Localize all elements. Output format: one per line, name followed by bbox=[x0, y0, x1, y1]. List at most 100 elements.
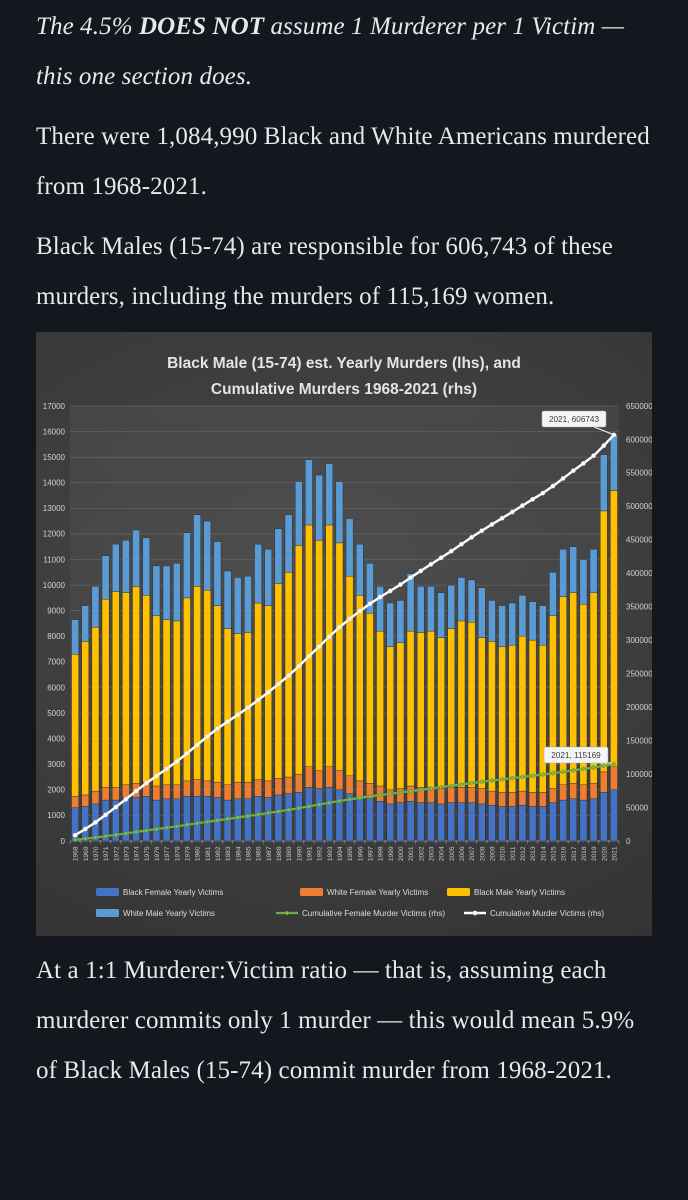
svg-text:2013: 2013 bbox=[530, 846, 537, 861]
svg-text:1974: 1974 bbox=[134, 846, 141, 861]
svg-text:7000: 7000 bbox=[47, 658, 65, 667]
svg-text:1996: 1996 bbox=[357, 846, 364, 861]
svg-text:2000: 2000 bbox=[398, 846, 405, 861]
chart-figure[interactable]: Black Male (15-74) est. Yearly Murders (… bbox=[36, 332, 652, 936]
svg-text:White Male Yearly Victims: White Male Yearly Victims bbox=[123, 909, 215, 918]
svg-text:2004: 2004 bbox=[439, 846, 446, 861]
svg-text:1993: 1993 bbox=[327, 846, 334, 861]
svg-text:1987: 1987 bbox=[266, 846, 273, 861]
svg-text:2001: 2001 bbox=[408, 846, 415, 861]
svg-text:1981: 1981 bbox=[205, 846, 212, 861]
svg-text:1979: 1979 bbox=[185, 846, 192, 861]
svg-text:0: 0 bbox=[626, 837, 631, 846]
svg-text:300000: 300000 bbox=[626, 636, 652, 645]
svg-text:2006: 2006 bbox=[459, 846, 466, 861]
yearly-cumulative-murders-chart: Black Male (15-74) est. Yearly Murders (… bbox=[36, 332, 652, 936]
svg-text:16000: 16000 bbox=[43, 427, 66, 436]
svg-text:6000: 6000 bbox=[47, 683, 65, 692]
svg-text:4000: 4000 bbox=[47, 734, 65, 743]
svg-text:600000: 600000 bbox=[626, 435, 652, 444]
svg-text:1970: 1970 bbox=[93, 846, 100, 861]
svg-text:2012: 2012 bbox=[520, 846, 527, 861]
svg-text:2018: 2018 bbox=[581, 846, 588, 861]
svg-text:1988: 1988 bbox=[276, 846, 283, 861]
svg-text:2020: 2020 bbox=[601, 846, 608, 861]
svg-text:1997: 1997 bbox=[368, 846, 375, 861]
svg-text:Cumulative Murders 1968-2021 (: Cumulative Murders 1968-2021 (rhs) bbox=[211, 381, 477, 398]
svg-text:1992: 1992 bbox=[317, 846, 324, 861]
svg-text:Black Male (15-74) est. Yearly: Black Male (15-74) est. Yearly Murders (… bbox=[167, 355, 521, 372]
svg-text:1982: 1982 bbox=[215, 846, 222, 861]
svg-text:100000: 100000 bbox=[626, 770, 652, 779]
paragraph-emphasis-bold: DOES NOT bbox=[138, 13, 265, 40]
svg-text:1986: 1986 bbox=[256, 846, 263, 861]
svg-text:Cumulative Murder Victims (rhs: Cumulative Murder Victims (rhs) bbox=[490, 909, 604, 918]
svg-text:2009: 2009 bbox=[490, 846, 497, 861]
svg-text:200000: 200000 bbox=[626, 703, 652, 712]
svg-text:1994: 1994 bbox=[337, 846, 344, 861]
paragraph-emphasis-post: assume 1 Murderer per 1 Victim — this on… bbox=[36, 13, 625, 90]
svg-text:2016: 2016 bbox=[561, 846, 568, 861]
svg-text:14000: 14000 bbox=[43, 479, 66, 488]
svg-text:2010: 2010 bbox=[500, 846, 507, 861]
paragraph-emphasis: The 4.5% DOES NOT assume 1 Murderer per … bbox=[36, 2, 652, 102]
svg-text:Black Female Yearly Victims: Black Female Yearly Victims bbox=[123, 888, 223, 897]
svg-text:400000: 400000 bbox=[626, 569, 652, 578]
article-body: The 4.5% DOES NOT assume 1 Murderer per … bbox=[36, 2, 652, 1084]
svg-text:2017: 2017 bbox=[571, 846, 578, 861]
svg-text:1991: 1991 bbox=[307, 846, 314, 861]
svg-text:2021, 115169: 2021, 115169 bbox=[551, 751, 601, 760]
svg-text:2000: 2000 bbox=[47, 786, 65, 795]
svg-text:8000: 8000 bbox=[47, 632, 65, 641]
svg-text:5000: 5000 bbox=[47, 709, 65, 718]
svg-text:1989: 1989 bbox=[286, 846, 293, 861]
svg-text:650000: 650000 bbox=[626, 402, 652, 411]
svg-text:9000: 9000 bbox=[47, 607, 65, 616]
paragraph-total-murdered: There were 1,084,990 Black and White Ame… bbox=[36, 123, 650, 200]
svg-text:3000: 3000 bbox=[47, 760, 65, 769]
svg-text:1978: 1978 bbox=[174, 846, 181, 861]
svg-text:1980: 1980 bbox=[195, 846, 202, 861]
svg-text:450000: 450000 bbox=[626, 536, 652, 545]
svg-text:2007: 2007 bbox=[469, 846, 476, 861]
svg-text:1998: 1998 bbox=[378, 846, 385, 861]
svg-text:2011: 2011 bbox=[510, 846, 517, 861]
svg-text:2015: 2015 bbox=[551, 846, 558, 861]
svg-text:1999: 1999 bbox=[388, 846, 395, 861]
paragraph-ratio-conclusion: At a 1:1 Murderer:Victim ratio — that is… bbox=[36, 957, 635, 1084]
svg-text:2014: 2014 bbox=[540, 846, 547, 861]
svg-text:1968: 1968 bbox=[73, 846, 80, 861]
svg-text:550000: 550000 bbox=[626, 469, 652, 478]
svg-text:Cumulative Female Murder Victi: Cumulative Female Murder Victims (rhs) bbox=[302, 909, 445, 918]
svg-text:1972: 1972 bbox=[113, 846, 120, 861]
svg-text:11000: 11000 bbox=[43, 555, 65, 564]
svg-text:1983: 1983 bbox=[225, 846, 232, 861]
svg-text:150000: 150000 bbox=[626, 736, 652, 745]
svg-text:2021, 606743: 2021, 606743 bbox=[549, 415, 600, 424]
svg-text:1985: 1985 bbox=[246, 846, 253, 861]
svg-text:500000: 500000 bbox=[626, 502, 652, 511]
svg-text:12000: 12000 bbox=[43, 530, 66, 539]
svg-text:Black Male Yearly Victims: Black Male Yearly Victims bbox=[474, 888, 565, 897]
paragraph-black-males-responsible: Black Males (15-74) are responsible for … bbox=[36, 233, 613, 310]
svg-text:350000: 350000 bbox=[626, 603, 652, 612]
svg-text:10000: 10000 bbox=[43, 581, 66, 590]
svg-text:1973: 1973 bbox=[124, 846, 131, 861]
svg-text:1977: 1977 bbox=[164, 846, 171, 861]
svg-text:2005: 2005 bbox=[449, 846, 456, 861]
svg-text:1000: 1000 bbox=[47, 811, 65, 820]
svg-text:1976: 1976 bbox=[154, 846, 161, 861]
svg-text:2002: 2002 bbox=[418, 846, 425, 861]
svg-text:2008: 2008 bbox=[479, 846, 486, 861]
svg-text:50000: 50000 bbox=[626, 803, 649, 812]
svg-text:250000: 250000 bbox=[626, 669, 652, 678]
svg-text:17000: 17000 bbox=[43, 402, 66, 411]
svg-text:1975: 1975 bbox=[144, 846, 151, 861]
svg-text:2003: 2003 bbox=[429, 846, 436, 861]
svg-text:2019: 2019 bbox=[591, 846, 598, 861]
svg-text:1971: 1971 bbox=[103, 846, 110, 861]
svg-text:1969: 1969 bbox=[83, 846, 90, 861]
svg-text:1995: 1995 bbox=[347, 846, 354, 861]
svg-text:White Female Yearly Victims: White Female Yearly Victims bbox=[327, 888, 428, 897]
svg-text:1984: 1984 bbox=[235, 846, 242, 861]
